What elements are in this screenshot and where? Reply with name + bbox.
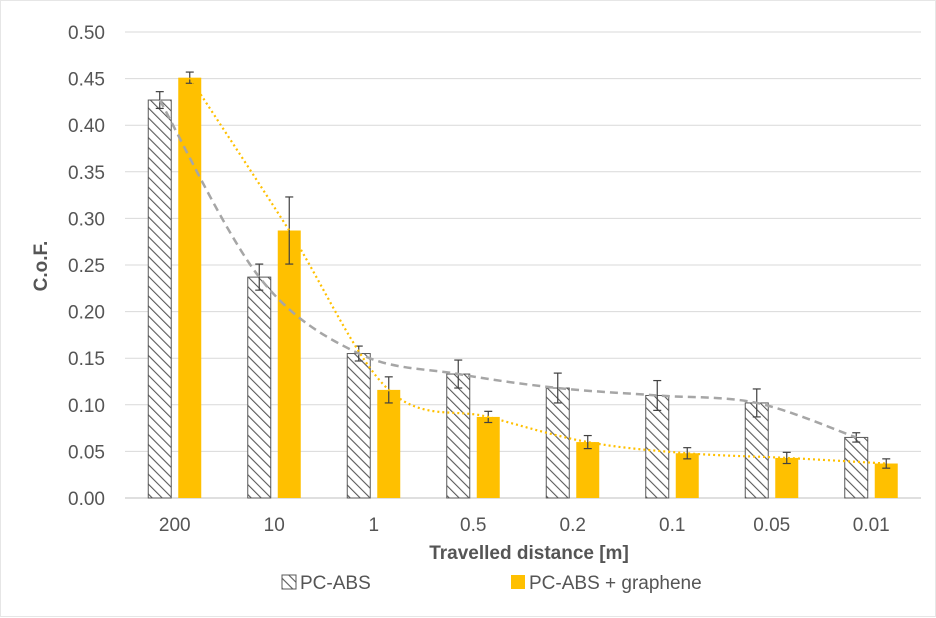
bar-pc-abs: [247, 276, 272, 499]
bar-pc-abs-graphene: [476, 416, 500, 498]
bar-pc-abs: [346, 353, 371, 499]
bar-pc-abs-graphene: [775, 457, 799, 498]
legend: PC-ABS PC-ABS + graphene: [281, 573, 702, 594]
trendline-pc-abs-graphene: [188, 77, 887, 465]
x-axis-title: Travelled distance [m]: [429, 543, 629, 564]
gridlines: [125, 31, 921, 499]
y-tick-label: 0.15: [68, 349, 105, 370]
x-tick-label: 0.5: [460, 515, 486, 536]
y-tick-label: 0.45: [68, 70, 105, 91]
x-tick-label: 200: [159, 515, 191, 536]
y-tick-label: 0.20: [68, 303, 105, 324]
x-tick-label: 1: [368, 515, 379, 536]
bar-pc-abs-graphene: [377, 389, 401, 498]
y-tick-label: 0.50: [68, 23, 105, 44]
legend-swatch-pc-abs: [281, 574, 297, 590]
legend-label-pc-abs-graphene: PC-ABS + graphene: [529, 573, 702, 594]
y-axis-title: C.o.F.: [31, 241, 52, 292]
bar-pc-abs: [844, 436, 869, 499]
trendlines: [158, 77, 887, 465]
bar-pc-abs: [147, 99, 172, 499]
x-tick-label: 0.1: [659, 515, 685, 536]
y-tick-label: 0.25: [68, 256, 105, 277]
x-axis-ticks: 200 10 1 0.5 0.2 0.1 0.05 0.01: [159, 515, 890, 536]
bar-pc-abs: [545, 387, 570, 499]
y-axis-ticks: 0.00 0.05 0.10 0.15 0.20 0.25 0.30 0.35 0.40 0.45…: [68, 23, 105, 510]
y-tick-label: 0.30: [68, 209, 105, 230]
error-bars: [155, 71, 891, 469]
x-tick-label: 0.01: [853, 515, 890, 536]
bar-pc-abs-graphene: [576, 442, 600, 498]
bar-pc-abs-graphene: [178, 77, 202, 498]
legend-label-pc-abs: PC-ABS: [300, 573, 371, 594]
y-tick-label: 0.00: [68, 489, 105, 510]
y-tick-label: 0.10: [68, 396, 105, 417]
x-tick-label: 10: [264, 515, 285, 536]
bars: [147, 77, 898, 499]
y-tick-label: 0.40: [68, 116, 105, 137]
y-tick-label: 0.35: [68, 163, 105, 184]
bar-pc-abs-graphene: [874, 463, 898, 498]
bar-pc-abs-graphene: [277, 230, 301, 499]
trendline-pc-abs: [158, 99, 857, 439]
x-tick-label: 0.2: [560, 515, 586, 536]
x-tick-label: 0.05: [753, 515, 790, 536]
bar-pc-abs: [446, 373, 471, 499]
bar-pc-abs-graphene: [675, 453, 699, 498]
legend-swatch-pc-abs-graphene: [511, 575, 525, 589]
y-tick-label: 0.05: [68, 442, 105, 463]
